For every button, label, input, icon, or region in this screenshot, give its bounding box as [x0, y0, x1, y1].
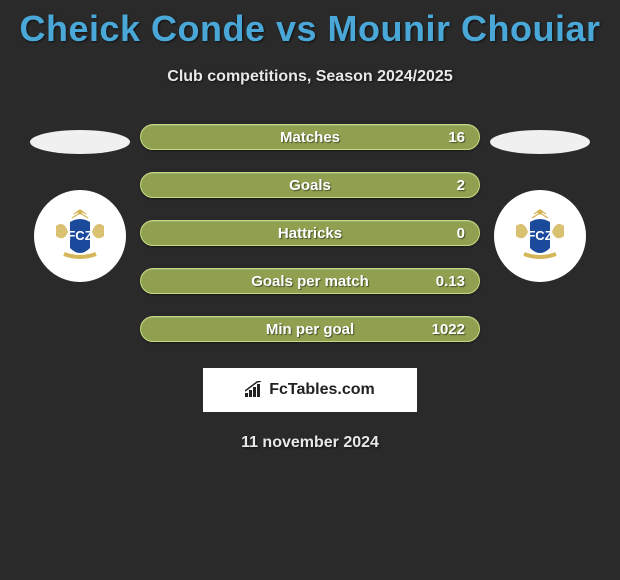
stat-value-right: 2 [457, 177, 465, 194]
right-club-badge: FCZ [494, 190, 586, 282]
stat-row-min-per-goal: Min per goal 1022 [140, 316, 480, 342]
subtitle: Club competitions, Season 2024/2025 [0, 68, 620, 86]
date-label: 11 november 2024 [0, 434, 620, 452]
fcz-crest-icon: FCZ [510, 206, 570, 266]
brand-box[interactable]: FcTables.com [203, 368, 417, 412]
stat-label: Goals per match [251, 273, 369, 290]
stat-value-right: 0 [457, 225, 465, 242]
left-player-photo [30, 130, 130, 154]
stat-label: Matches [280, 129, 340, 146]
page-title: Cheick Conde vs Mounir Chouiar [0, 0, 620, 50]
stat-row-matches: Matches 16 [140, 124, 480, 150]
stat-value-right: 1022 [432, 321, 465, 338]
brand-label: FcTables.com [269, 381, 375, 399]
bar-chart-icon [245, 381, 265, 399]
stat-row-hattricks: Hattricks 0 [140, 220, 480, 246]
right-player-col: FCZ [480, 124, 600, 282]
stats-column: Matches 16 Goals 2 Hattricks 0 Goals per… [140, 124, 480, 342]
svg-text:FCZ: FCZ [527, 228, 552, 243]
content-row: FCZ Matches 16 Goals 2 Hattricks 0 Goals… [0, 124, 620, 342]
stat-value-right: 0.13 [436, 273, 465, 290]
left-player-col: FCZ [20, 124, 140, 282]
fcz-crest-icon: FCZ [50, 206, 110, 266]
stat-value-right: 16 [448, 129, 465, 146]
stat-label: Hattricks [278, 225, 342, 242]
stat-row-goals: Goals 2 [140, 172, 480, 198]
stat-row-goals-per-match: Goals per match 0.13 [140, 268, 480, 294]
svg-text:FCZ: FCZ [67, 228, 92, 243]
right-player-photo [490, 130, 590, 154]
stat-label: Min per goal [266, 321, 354, 338]
stat-label: Goals [289, 177, 331, 194]
left-club-badge: FCZ [34, 190, 126, 282]
